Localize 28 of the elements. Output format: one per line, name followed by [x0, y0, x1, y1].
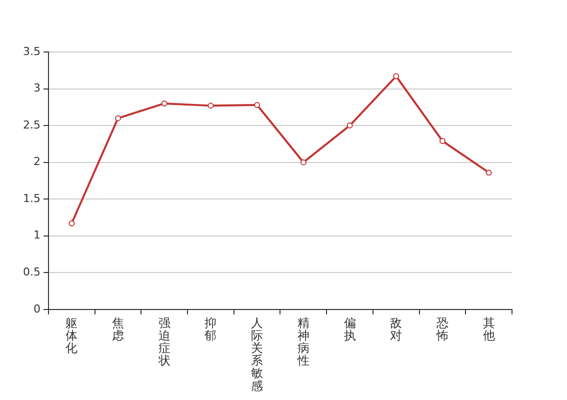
y-tick-label: 0.5	[22, 265, 40, 278]
point	[393, 73, 400, 80]
point	[68, 220, 75, 226]
x-tick-label: 抑郁	[204, 316, 217, 342]
point	[208, 102, 214, 109]
y-tick-label: 3.5	[22, 44, 40, 58]
x-tick-label: 其他	[482, 316, 495, 342]
y-tick-label: 2	[33, 155, 40, 168]
x-tick-label: 人际关系敏感	[251, 316, 264, 393]
x-tick-label: 躯体化	[66, 316, 78, 356]
point	[346, 122, 353, 129]
x-tick-label: 偏执	[344, 316, 356, 342]
x-tick-label: 恐怖	[435, 316, 448, 342]
x-tick-label: 敌对	[390, 316, 402, 342]
point	[161, 100, 168, 106]
point	[254, 102, 260, 108]
y-tick-label: 3	[33, 82, 40, 95]
point	[486, 170, 492, 176]
y-tick-label: 2.5	[22, 118, 40, 132]
point	[439, 138, 446, 144]
x-tick-label: 强迫症状	[157, 316, 170, 368]
x-tick-label: 精神病性	[296, 316, 310, 368]
y-tick-label: 0	[33, 302, 40, 316]
y-tick-label: 1.5	[22, 192, 40, 205]
point	[115, 115, 122, 122]
y-tick-label: 1	[33, 228, 40, 242]
point	[300, 159, 306, 166]
x-tick-label: 焦虑	[112, 316, 124, 342]
